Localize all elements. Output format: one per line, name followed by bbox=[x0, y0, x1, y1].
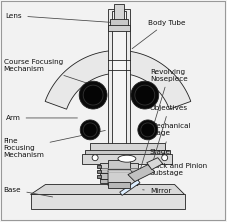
Circle shape bbox=[138, 120, 158, 140]
Text: Fine
Focusing
Mechanism: Fine Focusing Mechanism bbox=[4, 131, 105, 158]
Circle shape bbox=[80, 120, 100, 140]
Circle shape bbox=[131, 81, 159, 109]
Bar bbox=[112, 11, 126, 160]
Bar bbox=[108, 160, 130, 172]
Circle shape bbox=[83, 85, 103, 105]
Bar bbox=[114, 4, 124, 22]
Bar bbox=[100, 168, 138, 173]
Circle shape bbox=[141, 123, 155, 137]
Text: Lens: Lens bbox=[6, 13, 111, 22]
Bar bbox=[100, 178, 138, 182]
Polygon shape bbox=[108, 170, 138, 186]
Bar bbox=[85, 150, 170, 155]
Polygon shape bbox=[45, 50, 191, 109]
Bar bbox=[97, 170, 101, 173]
Ellipse shape bbox=[118, 155, 136, 162]
Text: Arm: Arm bbox=[6, 115, 77, 121]
Bar bbox=[97, 165, 101, 168]
Bar bbox=[82, 154, 172, 164]
Polygon shape bbox=[30, 184, 185, 194]
Circle shape bbox=[79, 81, 107, 109]
Polygon shape bbox=[128, 165, 155, 182]
Bar bbox=[100, 173, 138, 178]
Bar bbox=[108, 25, 130, 30]
Bar bbox=[110, 19, 128, 27]
Text: Rack and Pinion
Substage: Rack and Pinion Substage bbox=[141, 163, 207, 176]
Text: Objectives: Objectives bbox=[150, 105, 188, 163]
Bar bbox=[90, 143, 165, 151]
Circle shape bbox=[135, 85, 155, 105]
Polygon shape bbox=[30, 194, 185, 209]
Text: Course Focusing
Mechanism: Course Focusing Mechanism bbox=[4, 59, 105, 89]
Text: Mechanical
Stage: Mechanical Stage bbox=[150, 123, 190, 144]
Text: Mirror: Mirror bbox=[143, 188, 171, 194]
Bar bbox=[97, 174, 101, 178]
Bar bbox=[108, 9, 130, 163]
Circle shape bbox=[92, 155, 98, 161]
Polygon shape bbox=[120, 180, 140, 195]
Circle shape bbox=[83, 123, 97, 137]
Text: Base: Base bbox=[4, 186, 53, 197]
Polygon shape bbox=[147, 158, 163, 170]
Text: Body Tube: Body Tube bbox=[132, 20, 185, 49]
Bar bbox=[100, 163, 138, 169]
Bar bbox=[108, 182, 130, 188]
Circle shape bbox=[162, 155, 168, 161]
Text: Revolving
Nosepiece: Revolving Nosepiece bbox=[139, 69, 188, 175]
Text: Stage: Stage bbox=[150, 149, 171, 155]
